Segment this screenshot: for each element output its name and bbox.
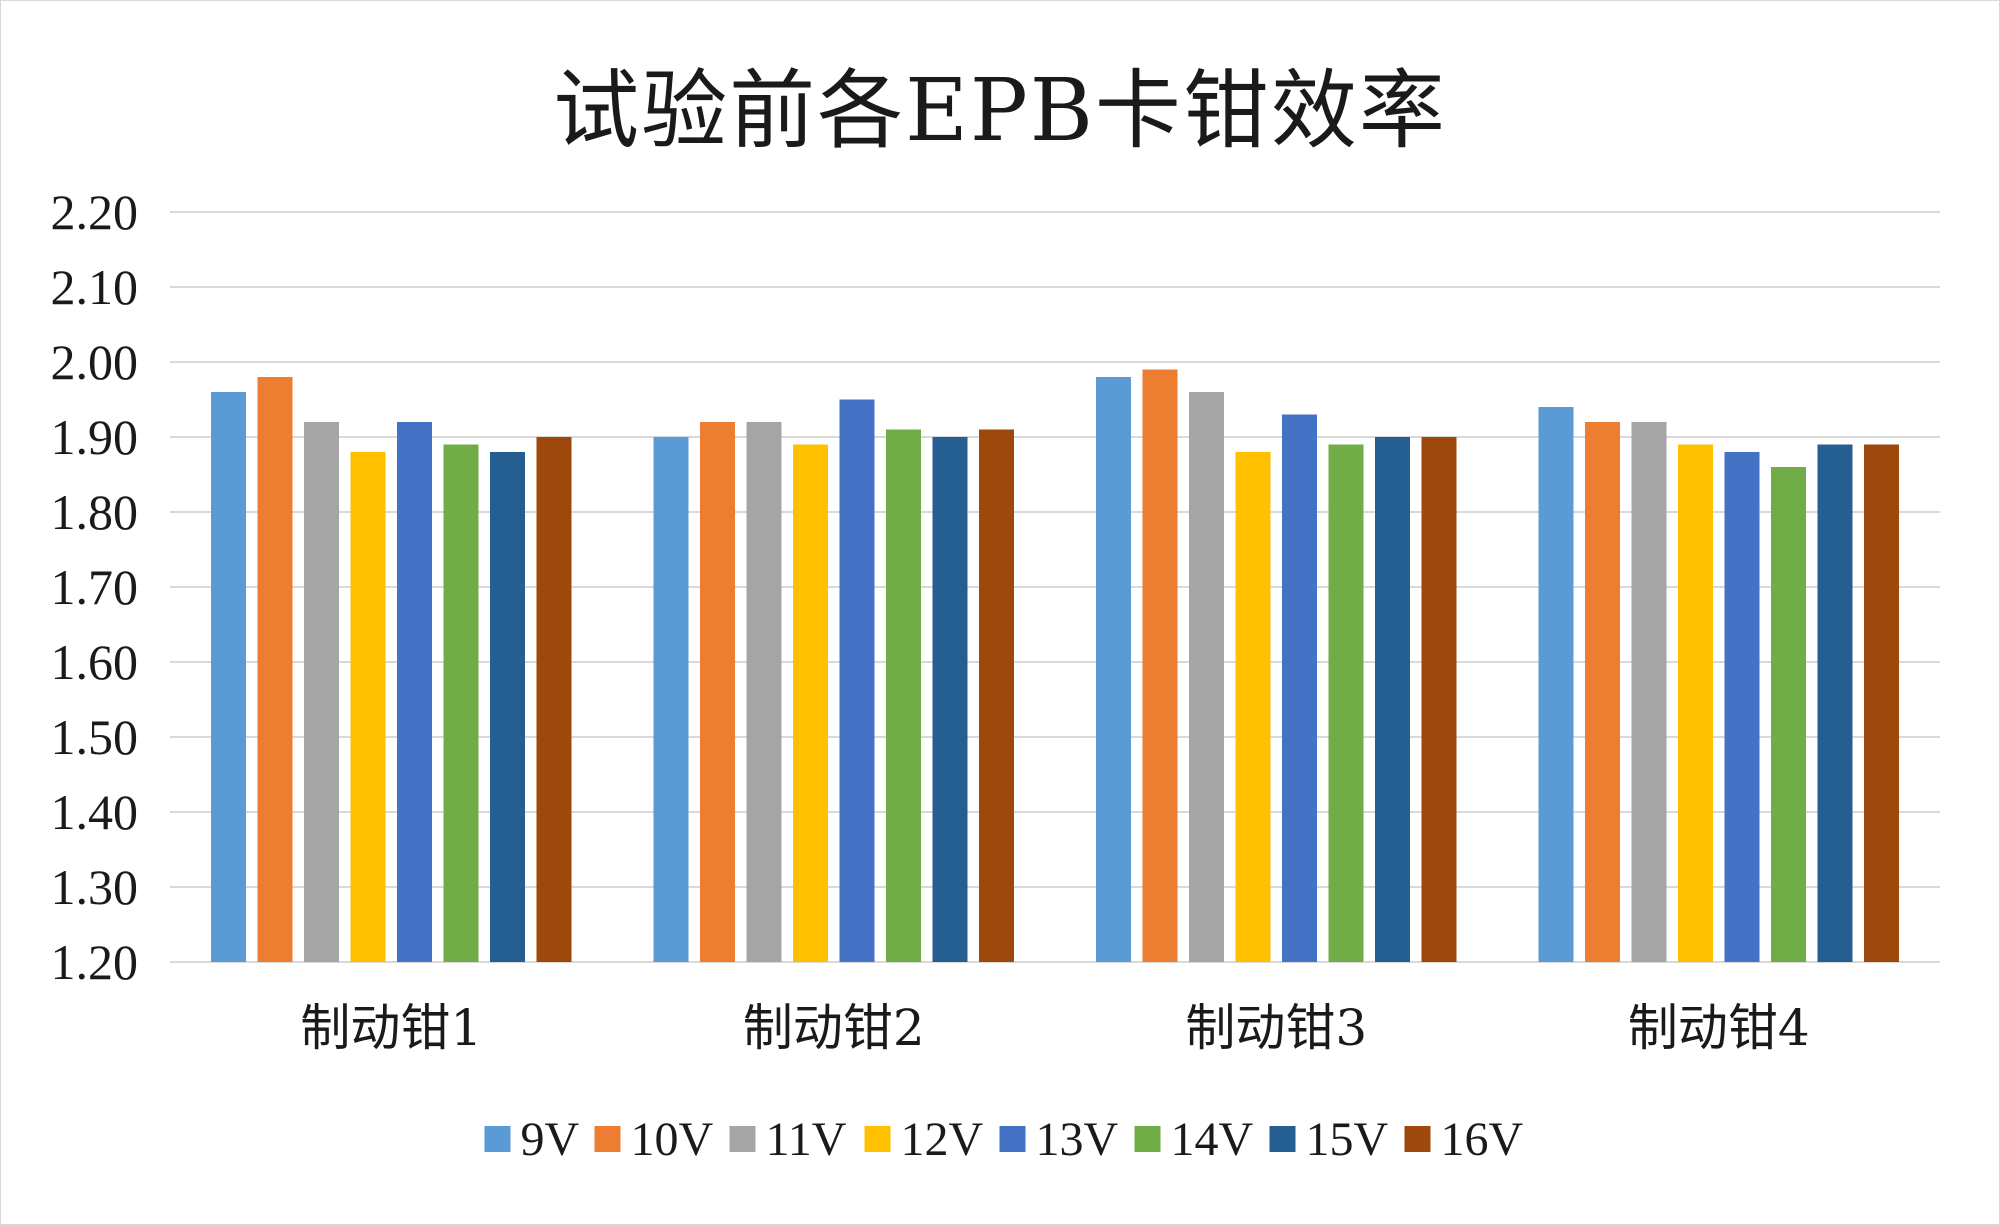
legend-swatch-10V bbox=[594, 1126, 621, 1152]
y-tick-label: 2.20 bbox=[51, 184, 139, 240]
legend-label: 15V bbox=[1306, 1113, 1389, 1166]
bar-15V-4 bbox=[1817, 444, 1853, 962]
bar-9V-1 bbox=[211, 392, 246, 962]
bar-12V-2 bbox=[793, 444, 828, 962]
bar-9V-4 bbox=[1538, 407, 1574, 962]
bar-14V-4 bbox=[1771, 467, 1806, 962]
bar-14V-3 bbox=[1328, 444, 1364, 962]
legend-swatch-14V bbox=[1134, 1126, 1161, 1152]
legend-swatch-11V bbox=[729, 1126, 756, 1152]
bar-9V-3 bbox=[1096, 377, 1131, 962]
x-category-label: 制动钳2 bbox=[743, 999, 925, 1057]
legend-label: 10V bbox=[631, 1113, 714, 1166]
x-category-label: 制动钳3 bbox=[1185, 999, 1367, 1057]
bar-16V-3 bbox=[1421, 437, 1457, 962]
legend-label: 9V bbox=[521, 1113, 580, 1166]
bar-11V-4 bbox=[1631, 422, 1667, 962]
bar-12V-4 bbox=[1678, 444, 1713, 962]
legend-label: 13V bbox=[1036, 1113, 1119, 1166]
bar-15V-2 bbox=[932, 437, 968, 962]
legend-label: 12V bbox=[901, 1113, 984, 1166]
bar-11V-2 bbox=[746, 422, 782, 962]
bar-11V-3 bbox=[1189, 392, 1224, 962]
y-tick-label: 1.90 bbox=[51, 409, 139, 465]
y-tick-label: 2.10 bbox=[51, 259, 139, 315]
bar-16V-1 bbox=[536, 437, 572, 962]
legend-swatch-13V bbox=[999, 1126, 1026, 1152]
bar-12V-1 bbox=[350, 452, 386, 962]
bar-13V-1 bbox=[397, 422, 432, 962]
legend-swatch-9V bbox=[484, 1126, 511, 1152]
legend-label: 11V bbox=[766, 1113, 847, 1166]
x-category-label: 制动钳4 bbox=[1628, 999, 1810, 1057]
bar-10V-1 bbox=[257, 377, 293, 962]
y-tick-label: 1.20 bbox=[51, 934, 139, 990]
bar-12V-3 bbox=[1235, 452, 1271, 962]
bar-15V-1 bbox=[490, 452, 525, 962]
y-tick-label: 1.60 bbox=[51, 634, 139, 690]
legend-swatch-16V bbox=[1404, 1126, 1431, 1152]
bar-9V-2 bbox=[653, 437, 689, 962]
bar-10V-4 bbox=[1585, 422, 1620, 962]
bar-14V-1 bbox=[443, 444, 479, 962]
bar-11V-1 bbox=[304, 422, 339, 962]
bar-16V-2 bbox=[979, 429, 1014, 962]
bar-13V-2 bbox=[839, 399, 875, 962]
legend-label: 14V bbox=[1171, 1113, 1254, 1166]
bar-14V-2 bbox=[886, 429, 921, 962]
legend-label: 16V bbox=[1441, 1113, 1524, 1166]
bar-16V-4 bbox=[1864, 444, 1899, 962]
y-tick-label: 1.80 bbox=[51, 484, 139, 540]
y-tick-label: 1.40 bbox=[51, 784, 139, 840]
chart-title: 试验前各EPB卡钳效率 bbox=[553, 61, 1447, 161]
y-tick-label: 1.70 bbox=[51, 559, 139, 615]
bar-15V-3 bbox=[1375, 437, 1410, 962]
x-category-label: 制动钳1 bbox=[300, 999, 482, 1057]
y-tick-label: 1.50 bbox=[51, 709, 139, 765]
bar-13V-4 bbox=[1724, 452, 1760, 962]
bar-13V-3 bbox=[1282, 414, 1317, 962]
legend-swatch-15V bbox=[1269, 1126, 1296, 1152]
bar-10V-2 bbox=[700, 422, 735, 962]
y-tick-label: 2.00 bbox=[51, 334, 139, 390]
y-tick-label: 1.30 bbox=[51, 859, 139, 915]
legend-swatch-12V bbox=[864, 1126, 891, 1152]
bar-10V-3 bbox=[1142, 369, 1178, 962]
